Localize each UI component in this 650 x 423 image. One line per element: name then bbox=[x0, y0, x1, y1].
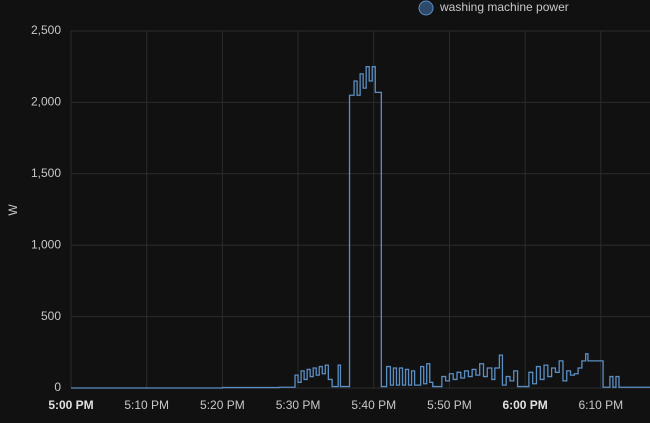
y-tick-label: 2,500 bbox=[31, 23, 61, 37]
x-tick-label: 6:00 PM bbox=[502, 398, 547, 412]
x-tick-label: 5:50 PM bbox=[427, 398, 472, 412]
y-tick-label: 1,000 bbox=[31, 237, 61, 251]
x-tick-label: 5:20 PM bbox=[200, 398, 245, 412]
y-axis-label: W bbox=[6, 204, 20, 216]
x-tick-label: 5:40 PM bbox=[351, 398, 396, 412]
data-line bbox=[71, 66, 650, 389]
x-tick-label: 6:10 PM bbox=[578, 398, 623, 412]
legend-label[interactable]: washing machine power bbox=[439, 0, 569, 14]
x-tick-label: 5:30 PM bbox=[276, 398, 321, 412]
y-tick-label: 1,500 bbox=[31, 166, 61, 180]
x-tick-label: 5:10 PM bbox=[124, 398, 169, 412]
legend-swatch[interactable] bbox=[418, 0, 434, 16]
y-tick-label: 500 bbox=[41, 309, 61, 323]
x-tick-label: 5:00 PM bbox=[48, 398, 93, 412]
y-tick-label: 0 bbox=[54, 380, 61, 394]
y-tick-label: 2,000 bbox=[31, 95, 61, 109]
